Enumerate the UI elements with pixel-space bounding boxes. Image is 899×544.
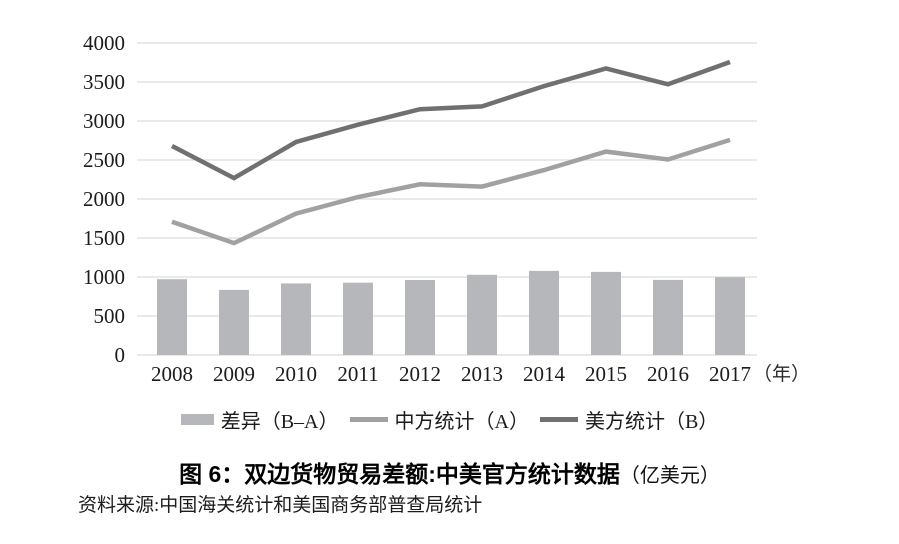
- source-note: 资料来源:中国海关统计和美国商务部普查局统计: [78, 495, 483, 516]
- x-tick-label: 2011: [337, 362, 378, 386]
- bar-2008: [157, 279, 187, 355]
- x-tick-label: 2016: [647, 362, 689, 386]
- x-tick-label: 2013: [461, 362, 503, 386]
- x-axis-unit: （年）: [753, 363, 810, 385]
- caption-prefix: 图 6：: [179, 461, 245, 487]
- bar-2017: [715, 277, 745, 355]
- bar-2012: [405, 280, 435, 355]
- bar-2016: [653, 279, 683, 355]
- y-tick-label: 2500: [83, 148, 125, 172]
- chart-caption: 图 6：双边货物贸易差额:中美官方统计数据（亿美元）: [0, 455, 899, 489]
- bar-2014: [529, 270, 559, 355]
- y-tick-label: 500: [94, 304, 126, 328]
- caption-unit: （亿美元）: [619, 465, 720, 487]
- y-tick-label: 0: [115, 343, 126, 367]
- caption-title: 双边货物贸易差额:中美官方统计数据: [244, 461, 620, 487]
- y-tick-label: 3000: [83, 109, 125, 133]
- x-tick-label: 2012: [399, 362, 441, 386]
- line-美方统计（B）: [170, 59, 731, 181]
- y-tick-label: 1000: [83, 265, 125, 289]
- legend: 差异（B–A） 中方统计（A） 美方统计（B）: [0, 402, 899, 436]
- y-tick-label: 4000: [83, 31, 125, 55]
- legend-item: 差异（B–A）: [180, 405, 339, 434]
- x-tick-label: 2017: [709, 362, 751, 386]
- legend-label: 中方统计（A）: [394, 410, 529, 433]
- bar-2013: [467, 274, 497, 355]
- legend-item: 美方统计（B）: [539, 405, 719, 434]
- x-tick-label: 2010: [275, 362, 317, 386]
- x-tick-label: 2015: [585, 362, 627, 386]
- chart-area: 0 500 1000 1500 2000 2500 3000 3500 4000 2008 2009…: [83, 31, 810, 386]
- bar-2015: [591, 271, 621, 355]
- x-tick-label: 2008: [151, 362, 193, 386]
- legend-label: 差异（B–A）: [220, 410, 339, 433]
- y-tick-label: 2000: [83, 187, 125, 211]
- bar-2011: [343, 282, 373, 355]
- legend-bar-swatch: [180, 413, 214, 425]
- bar-2010: [281, 283, 311, 355]
- legend-item: 中方统计（A）: [349, 405, 529, 434]
- line-中方统计（A）: [171, 137, 731, 246]
- x-tick-label: 2014: [523, 362, 566, 386]
- legend-line-swatch: [539, 416, 578, 422]
- legend-label: 美方统计（B）: [584, 410, 719, 433]
- legend-line-swatch: [349, 416, 388, 422]
- y-tick-label: 3500: [83, 70, 125, 94]
- chart-svg: 0 500 1000 1500 2000 2500 3000 3500 4000 2008 2009…: [83, 31, 810, 386]
- y-tick-label: 1500: [83, 226, 125, 250]
- x-tick-label: 2009: [213, 362, 255, 386]
- bar-2009: [219, 289, 249, 355]
